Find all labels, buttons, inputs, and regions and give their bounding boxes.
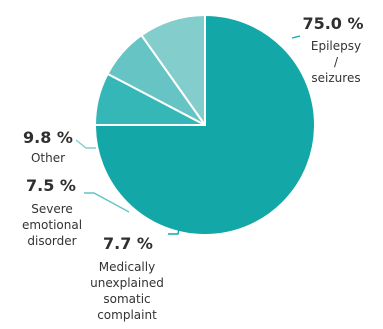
slice-category-label: emotional [22,218,82,232]
slice-category-label: / [334,55,339,69]
slice-category-label: Medically [99,260,155,274]
leader-lines [75,35,301,235]
pie-slice [140,14,206,126]
slice-percent-label: 7.7 % [103,234,153,253]
slice-category-label: complaint [97,308,157,322]
slice-category-label: somatic [103,292,150,306]
slice-category-label: Epilepsy [311,39,361,53]
pie-slices [94,14,316,236]
slice-category-label: disorder [27,234,76,248]
leader-line [291,35,301,39]
leader-line [75,139,96,149]
slice-category-label: Severe [31,202,73,216]
slice-labels: 75.0 % Epilepsy / seizures 7.7 % Medically une… [22,14,364,322]
leader-line [168,221,181,235]
slice-category-label: Other [31,151,65,165]
slice-category-label: unexplained [90,276,164,290]
slice-percent-label: 7.5 % [26,176,76,195]
slice-percent-label: 75.0 % [302,14,363,33]
slice-category-label: seizures [311,71,360,85]
leader-line [84,192,130,213]
slice-percent-label: 9.8 % [23,128,73,147]
